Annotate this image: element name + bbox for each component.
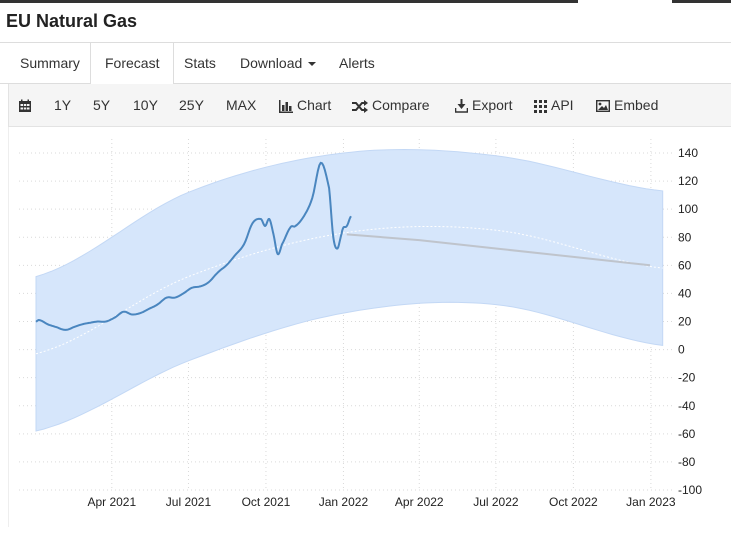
tab-stats[interactable]: Stats <box>184 55 216 71</box>
embed-button[interactable]: Embed <box>596 84 658 127</box>
calendar-button[interactable] <box>18 84 36 127</box>
compare-button[interactable]: Compare <box>352 84 430 127</box>
y-tick-label: 0 <box>678 343 685 357</box>
chart-area: 140 120 100 80 60 40 20 0 -20 -40 -60 -80 -100 Apr 20… <box>8 127 731 527</box>
embed-label: Embed <box>614 97 659 113</box>
compare-label: Compare <box>372 97 430 113</box>
price-line <box>35 161 352 331</box>
api-button[interactable]: API <box>534 84 574 127</box>
tab-summary[interactable]: Summary <box>20 55 80 71</box>
x-tick-label: Jan 2023 <box>626 495 676 509</box>
y-tick-label: 140 <box>678 146 698 160</box>
x-tick-label: Jul 2021 <box>166 495 212 509</box>
tab-alerts[interactable]: Alerts <box>339 55 375 71</box>
y-tick-label: -40 <box>678 399 696 413</box>
y-tick-label: 60 <box>678 258 692 272</box>
y-tick-label: 80 <box>678 230 692 244</box>
x-tick-label: Apr 2022 <box>395 495 444 509</box>
chart-button[interactable]: Chart <box>279 84 331 127</box>
x-tick-label: Jan 2022 <box>319 495 369 509</box>
calendar-icon <box>19 99 31 113</box>
y-tick-label: -80 <box>678 455 696 469</box>
y-tick-label: -20 <box>678 371 696 385</box>
y-tick-label: -100 <box>678 483 702 497</box>
y-tick-label: 120 <box>678 174 698 188</box>
x-tick-label: Jul 2022 <box>473 495 519 509</box>
forecast-chart: 140 120 100 80 60 40 20 0 -20 -40 -60 -80 -100 Apr 20… <box>19 139 702 509</box>
range-1y-button[interactable]: 1Y <box>54 97 72 113</box>
top-border-right <box>672 0 731 3</box>
api-label: API <box>551 97 574 113</box>
x-tick-label: Oct 2021 <box>242 495 291 509</box>
range-10y-button[interactable]: 10Y <box>133 97 158 113</box>
top-border <box>0 0 578 3</box>
tab-forecast[interactable]: Forecast <box>90 43 175 85</box>
export-label: Export <box>472 97 513 113</box>
grid-icon <box>534 99 547 113</box>
toolbar: 1Y 5Y 10Y 25Y MAX Chart Compare Export <box>8 84 731 127</box>
tab-download[interactable]: Download <box>226 43 330 84</box>
chevron-down-icon <box>308 62 317 67</box>
y-tick-label: -60 <box>678 427 696 441</box>
shuffle-icon <box>352 99 368 113</box>
chart-label: Chart <box>297 97 332 113</box>
range-5y-button[interactable]: 5Y <box>93 97 111 113</box>
confidence-band <box>35 148 664 432</box>
tab-download-label: Download <box>240 55 303 71</box>
image-icon <box>596 100 610 113</box>
y-tick-label: 20 <box>678 315 692 329</box>
forecast-line <box>346 233 651 267</box>
x-tick-label: Apr 2021 <box>87 495 136 509</box>
tab-bar: Summary Forecast Stats Download Alerts <box>0 42 731 85</box>
y-tick-label: 100 <box>678 202 698 216</box>
bar-chart-icon <box>279 99 293 113</box>
page-title: EU Natural Gas <box>6 11 138 31</box>
trend-line <box>35 226 663 355</box>
download-icon <box>455 99 468 114</box>
export-button[interactable]: Export <box>455 84 512 127</box>
range-25y-button[interactable]: 25Y <box>179 97 204 113</box>
y-tick-label: 40 <box>678 286 692 300</box>
x-tick-label: Oct 2022 <box>549 495 598 509</box>
range-max-button[interactable]: MAX <box>226 97 257 113</box>
